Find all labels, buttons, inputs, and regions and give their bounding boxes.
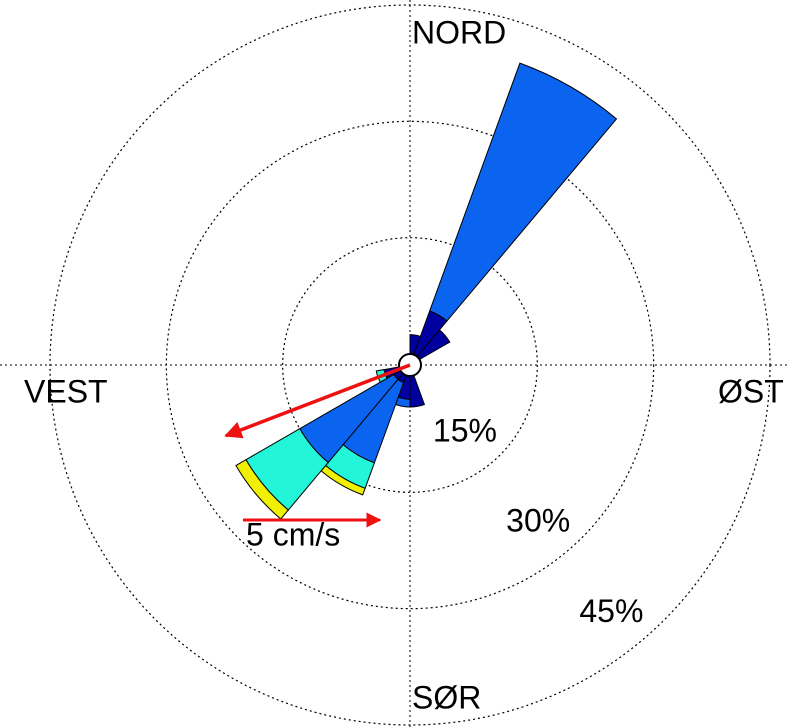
scale-label: 5 cm/s bbox=[246, 516, 340, 552]
ring-label: 30% bbox=[506, 503, 570, 539]
direction-label: NORD bbox=[412, 14, 506, 50]
grid-ring bbox=[49, 4, 771, 726]
petal-segment bbox=[429, 62, 618, 322]
grid-ring bbox=[282, 237, 538, 493]
direction-label: ØST bbox=[718, 373, 784, 409]
ring-label: 45% bbox=[579, 593, 643, 629]
petal-segment bbox=[409, 374, 426, 408]
direction-label: SØR bbox=[412, 679, 481, 715]
grid-ring bbox=[165, 120, 655, 610]
direction-label: VEST bbox=[24, 373, 108, 409]
petal-segment bbox=[235, 459, 289, 520]
mean-vector bbox=[224, 363, 411, 439]
ring-label: 15% bbox=[433, 412, 497, 448]
